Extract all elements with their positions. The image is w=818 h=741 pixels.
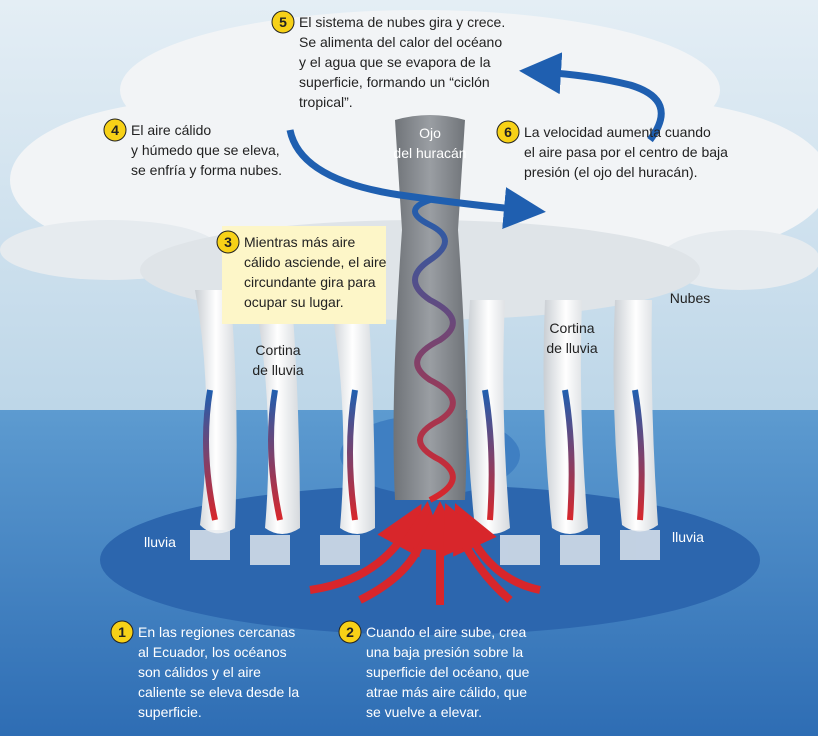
page: 1 En las regiones cercanas al Ecuador, los… (0, 0, 818, 736)
label-rain-right-line: lluvia (672, 529, 704, 545)
step-text-line: El sistema de nubes gira y crece. (299, 14, 505, 30)
step-number: 5 (279, 14, 287, 30)
step-number: 1 (118, 624, 126, 640)
step-text-line: el aire pasa por el centro de baja (524, 144, 728, 160)
label-eye-line: del huracán (393, 145, 466, 161)
step-text-line: En las regiones cercanas (138, 624, 295, 640)
step-number: 3 (224, 234, 232, 250)
step-text-line: caliente se eleva desde la (138, 684, 299, 700)
step-text-line: superficie. (138, 704, 202, 720)
step-text-line: superficie, formando un “ciclón (299, 74, 490, 90)
step-number: 2 (346, 624, 354, 640)
label-clouds: Nubes (670, 290, 710, 306)
label-clouds-line: Nubes (670, 290, 710, 306)
step-number: 6 (504, 124, 512, 140)
step-text-line: superficie del océano, que (366, 664, 530, 680)
hurricane-diagram: 1 En las regiones cercanas al Ecuador, los… (0, 0, 818, 736)
step-number: 4 (111, 122, 119, 138)
step-text-line: tropical”. (299, 94, 353, 110)
step-text-line: una baja presión sobre la (366, 644, 523, 660)
step-text-line: presión (el ojo del huracán). (524, 164, 698, 180)
step-text-line: El aire cálido (131, 122, 211, 138)
step-text-line: atrae más aire cálido, que (366, 684, 527, 700)
step-text: La velocidad aumenta cuando el aire pasa … (524, 124, 728, 180)
step-text-line: ocupar su lugar. (244, 294, 344, 310)
label-rain-left: lluvia (144, 534, 176, 550)
label-rain-curtain-right-line: Cortina (549, 320, 594, 336)
step-text-line: Se alimenta del calor del océano (299, 34, 502, 50)
step-text-line: al Ecuador, los océanos (138, 644, 287, 660)
label-rain-curtain-right-line: de lluvia (546, 340, 598, 356)
step-text-line: circundante gira para (244, 274, 376, 290)
step-text-line: Mientras más aire (244, 234, 355, 250)
label-rain-left-line: lluvia (144, 534, 176, 550)
step-text-line: y húmedo que se eleva, (131, 142, 280, 158)
step-text-line: y el agua que se evapora de la (299, 54, 491, 70)
label-rain-right: lluvia (672, 529, 704, 545)
step-text-line: Cuando el aire sube, crea (366, 624, 527, 640)
step-text-line: La velocidad aumenta cuando (524, 124, 711, 140)
label-rain-curtain-left-line: de lluvia (252, 362, 304, 378)
step-text-line: cálido asciende, el aire (244, 254, 387, 270)
label-rain-curtain-left-line: Cortina (255, 342, 300, 358)
label-eye-line: Ojo (419, 125, 441, 141)
hurricane-eye (394, 115, 467, 500)
step-text-line: se vuelve a elevar. (366, 704, 482, 720)
step-text-line: se enfría y forma nubes. (131, 162, 282, 178)
step-text-line: son cálidos y el aire (138, 664, 261, 680)
